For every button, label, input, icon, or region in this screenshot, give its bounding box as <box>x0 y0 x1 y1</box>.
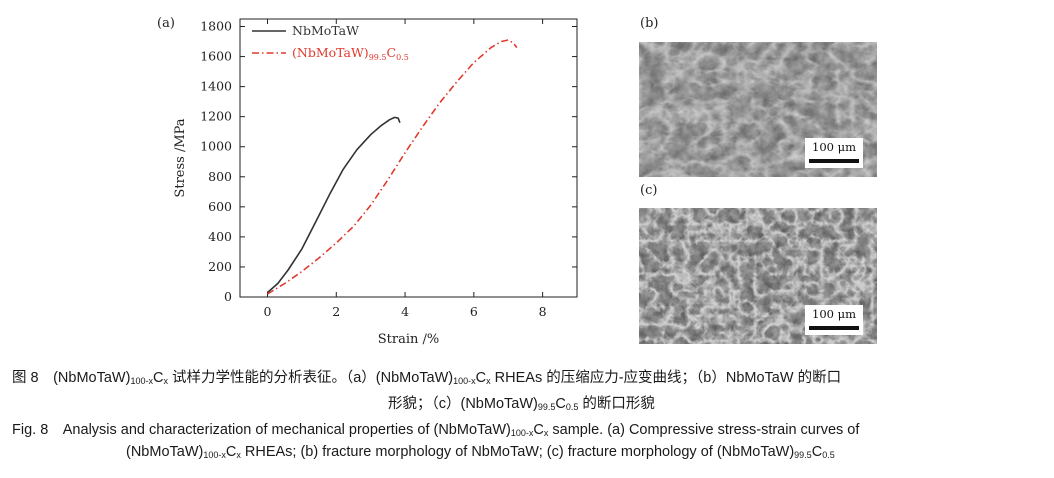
series-line-1 <box>266 116 401 294</box>
caption-sub: 100-x <box>453 376 476 386</box>
y-tick-label: 400 <box>208 229 232 244</box>
caption-sub: 0.5 <box>565 402 579 412</box>
caption-sub: x <box>543 428 549 438</box>
caption-sub: 100-x <box>130 376 153 386</box>
caption-text: C <box>475 370 487 386</box>
scale-bar-c: 100 μm <box>805 305 863 335</box>
caption-text: C <box>152 370 164 386</box>
caption-sub: 99.5 <box>794 450 812 460</box>
scale-bar-b-text: 100 μm <box>812 140 856 154</box>
caption-cn-line1: 图 8 (NbMoTaW)100-xCx 试样力学性能的分析表征。（a）(NbM… <box>0 366 1054 387</box>
caption-text: 的断口形貌 <box>578 396 655 412</box>
y-axis-label: Stress /MPa <box>173 118 188 197</box>
caption-text: (NbMoTaW) <box>126 444 204 460</box>
caption-sub: 99.5 <box>537 402 556 412</box>
caption-en-line1: Fig. 8 Analysis and characterization of … <box>0 418 1054 439</box>
caption-text: 试样力学性能的分析表征。（a）(NbMoTaW) <box>167 370 454 386</box>
scale-bar-b-line <box>809 159 859 163</box>
caption-text: Fig. 8 Analysis and characterization of … <box>12 422 511 438</box>
panel-a-label: (a) <box>157 16 175 31</box>
x-tick-label: 2 <box>332 304 340 319</box>
caption-text: C <box>555 396 566 412</box>
caption-text: 图 8 (NbMoTaW) <box>12 370 131 386</box>
plot-frame <box>239 18 578 298</box>
y-tick-label: 0 <box>224 289 232 304</box>
y-tick-label: 1600 <box>200 49 232 64</box>
panel-b-label: (b) <box>640 16 659 31</box>
legend-label-2: (NbMoTaW)99.5C0.5 <box>292 45 409 62</box>
x-tick-label: 4 <box>401 304 409 319</box>
panel-c-label: (c) <box>640 183 658 198</box>
caption-text: RHEAs 的压缩应力-应变曲线；（b）NbMoTaW 的断口 <box>490 370 842 386</box>
x-tick-label: 6 <box>470 304 478 319</box>
sem-image-c: 100 μm <box>639 208 877 344</box>
y-tick-label: 800 <box>208 169 232 184</box>
caption-sub: 100-x <box>203 450 226 460</box>
y-tick-label: 1000 <box>200 139 232 154</box>
caption-sub: x <box>236 450 241 460</box>
caption-text: RHEAs; (b) fracture morphology of NbMoTa… <box>240 444 795 460</box>
caption-text: 形貌；（c）(NbMoTaW) <box>388 396 538 412</box>
legend-label-1: NbMoTaW <box>292 23 359 38</box>
caption-text: sample. (a) Compressive stress-strain cu… <box>548 422 860 438</box>
x-tick-label: 0 <box>264 304 272 319</box>
sem-image-b: 100 μm <box>639 42 877 177</box>
caption-cn-line2: 形貌；（c）(NbMoTaW)99.5C0.5 的断口形貌 <box>0 392 1054 413</box>
caption-en-line2: (NbMoTaW)100-xCx RHEAs; (b) fracture mor… <box>0 444 1054 460</box>
series-line-2 <box>267 39 518 295</box>
caption-sub: x <box>163 376 168 386</box>
scale-bar-b: 100 μm <box>805 138 863 168</box>
y-tick-label: 600 <box>208 199 232 214</box>
caption-text: C <box>225 444 237 460</box>
caption-sub: 0.5 <box>822 450 835 460</box>
y-tick-label: 1200 <box>200 109 232 124</box>
y-tick-label: 1800 <box>200 19 232 34</box>
y-tick-label: 1400 <box>200 79 232 94</box>
caption-sub: 100-x <box>510 428 534 438</box>
x-tick-label: 8 <box>539 304 547 319</box>
scale-bar-c-line <box>809 326 859 330</box>
scale-bar-c-text: 100 μm <box>812 307 856 321</box>
x-axis-label: Strain /% <box>378 332 440 347</box>
y-tick-label: 200 <box>208 259 232 274</box>
sem-texture-c <box>639 208 877 344</box>
caption-text: C <box>811 444 823 460</box>
caption-sub: x <box>486 376 491 386</box>
caption-text: C <box>533 422 544 438</box>
